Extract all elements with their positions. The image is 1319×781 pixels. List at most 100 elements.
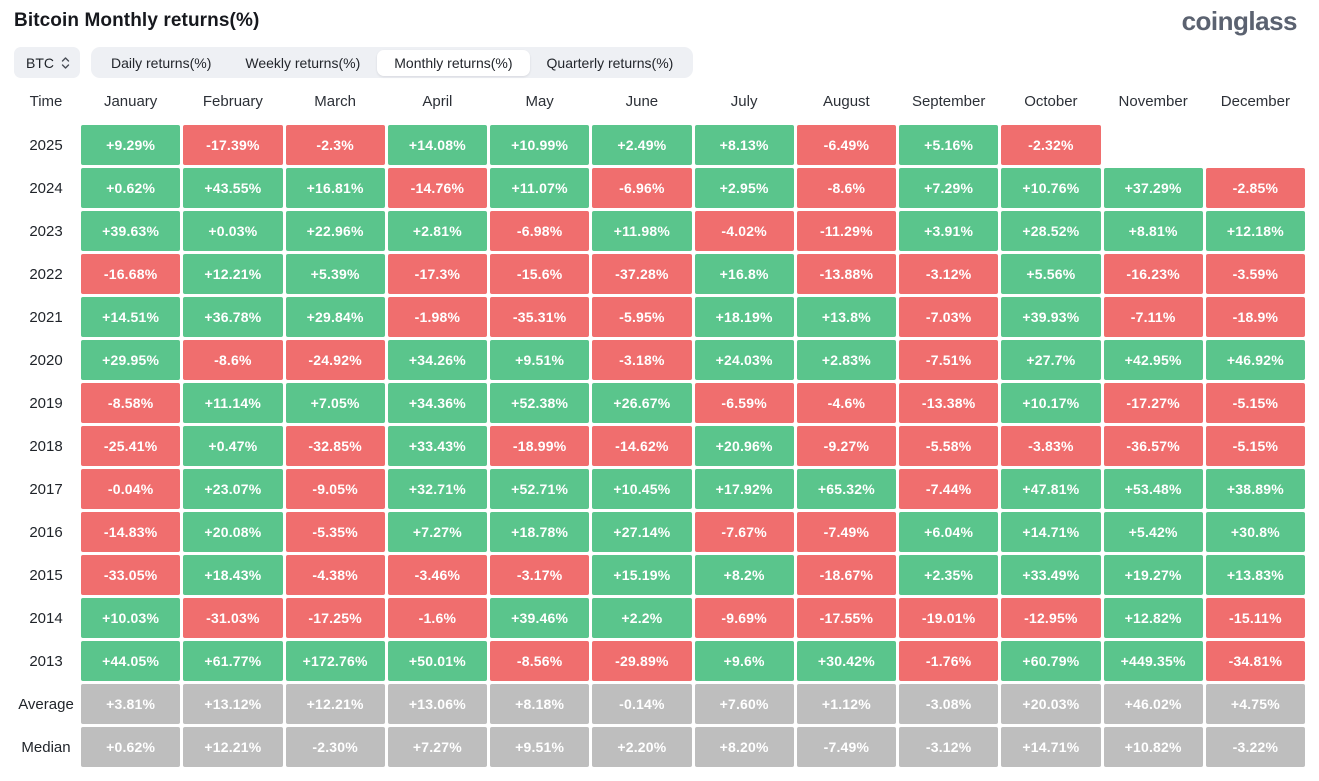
return-cell: +13.8% — [796, 297, 896, 337]
return-cell: +30.42% — [796, 641, 896, 681]
return-cell: +2.20% — [592, 727, 692, 767]
return-cell: +20.03% — [1001, 684, 1101, 724]
symbol-select[interactable]: BTC — [14, 47, 80, 78]
return-cell: -6.49% — [796, 125, 896, 165]
row-label-2013: 2013 — [29, 652, 63, 670]
return-cell: +29.95% — [81, 340, 181, 380]
return-cell: +38.89% — [1205, 469, 1305, 509]
return-cell: +10.17% — [1001, 383, 1101, 423]
return-cell: +16.8% — [694, 254, 794, 294]
return-cell: +27.7% — [1001, 340, 1101, 380]
return-cell: -13.88% — [796, 254, 896, 294]
return-cell: +22.96% — [285, 211, 385, 251]
return-cell: -11.29% — [796, 211, 896, 251]
return-cell: -6.98% — [490, 211, 590, 251]
return-cell: -5.35% — [285, 512, 385, 552]
return-cell: -16.68% — [81, 254, 181, 294]
return-cell: +61.77% — [183, 641, 283, 681]
return-cell: -12.95% — [1001, 598, 1101, 638]
return-cell: +24.03% — [694, 340, 794, 380]
return-cell: +2.83% — [796, 340, 896, 380]
return-cell: +18.19% — [694, 297, 794, 337]
row-label-median: Median — [21, 738, 71, 756]
return-cell: +7.60% — [694, 684, 794, 724]
return-cell: +52.71% — [490, 469, 590, 509]
return-cell: +7.27% — [387, 512, 487, 552]
return-cell: -1.76% — [899, 641, 999, 681]
column-header-time: Time — [29, 93, 63, 110]
page-title: Bitcoin Monthly returns(%) — [14, 10, 260, 31]
return-cell: +7.29% — [899, 168, 999, 208]
return-cell: +10.03% — [81, 598, 181, 638]
row-label-2015: 2015 — [29, 566, 63, 584]
return-cell: -24.92% — [285, 340, 385, 380]
returns-table: Time January February March April May June July… — [14, 81, 1305, 767]
return-cell: -7.49% — [796, 512, 896, 552]
tab-quarterly-returns[interactable]: Quarterly returns(%) — [530, 50, 691, 76]
returns-period-tabs: Daily returns(%) Weekly returns(%) Monthly… — [91, 47, 694, 78]
return-cell: +13.12% — [183, 684, 283, 724]
return-cell: +8.20% — [694, 727, 794, 767]
return-cell: +10.82% — [1103, 727, 1203, 767]
return-cell: +33.43% — [387, 426, 487, 466]
empty-cell — [1206, 125, 1305, 165]
return-cell: -2.32% — [1001, 125, 1101, 165]
return-cell: +14.08% — [387, 125, 487, 165]
return-cell: +2.2% — [592, 598, 692, 638]
return-cell: -15.11% — [1205, 598, 1305, 638]
return-cell: +20.96% — [694, 426, 794, 466]
return-cell: +6.04% — [899, 512, 999, 552]
return-cell: -8.6% — [183, 340, 283, 380]
return-cell: -6.96% — [592, 168, 692, 208]
return-cell: +20.08% — [183, 512, 283, 552]
return-cell: -3.12% — [899, 727, 999, 767]
return-cell: -5.15% — [1205, 426, 1305, 466]
return-cell: +2.35% — [899, 555, 999, 595]
column-header-august: August — [823, 93, 870, 110]
return-cell: -0.04% — [81, 469, 181, 509]
return-cell: +7.27% — [387, 727, 487, 767]
return-cell: -7.67% — [694, 512, 794, 552]
return-cell: +8.81% — [1103, 211, 1203, 251]
return-cell: -6.59% — [694, 383, 794, 423]
return-cell: +2.49% — [592, 125, 692, 165]
row-label-2019: 2019 — [29, 394, 63, 412]
return-cell: +10.76% — [1001, 168, 1101, 208]
return-cell: +50.01% — [387, 641, 487, 681]
return-cell: -17.27% — [1103, 383, 1203, 423]
row-label-2016: 2016 — [29, 523, 63, 541]
return-cell: +34.36% — [387, 383, 487, 423]
tab-weekly-returns[interactable]: Weekly returns(%) — [228, 50, 377, 76]
return-cell: +2.81% — [387, 211, 487, 251]
return-cell: +5.42% — [1103, 512, 1203, 552]
return-cell: +60.79% — [1001, 641, 1101, 681]
return-cell: +23.07% — [183, 469, 283, 509]
return-cell: +46.02% — [1103, 684, 1203, 724]
return-cell: +15.19% — [592, 555, 692, 595]
return-cell: +9.6% — [694, 641, 794, 681]
return-cell: -0.14% — [592, 684, 692, 724]
return-cell: +14.51% — [81, 297, 181, 337]
return-cell: -9.05% — [285, 469, 385, 509]
return-cell: +42.95% — [1103, 340, 1203, 380]
return-cell: +18.43% — [183, 555, 283, 595]
return-cell: -3.08% — [899, 684, 999, 724]
row-label-2024: 2024 — [29, 179, 63, 197]
return-cell: -14.76% — [387, 168, 487, 208]
return-cell: +43.55% — [183, 168, 283, 208]
coinglass-logo: coinglass — [1181, 6, 1298, 36]
return-cell: +39.46% — [490, 598, 590, 638]
return-cell: -3.17% — [490, 555, 590, 595]
tab-daily-returns[interactable]: Daily returns(%) — [94, 50, 228, 76]
return-cell: +12.21% — [183, 254, 283, 294]
return-cell: +16.81% — [285, 168, 385, 208]
tab-monthly-returns[interactable]: Monthly returns(%) — [377, 49, 530, 76]
row-label-2025: 2025 — [29, 136, 63, 154]
column-header-june: June — [625, 93, 659, 110]
return-cell: -7.49% — [796, 727, 896, 767]
return-cell: +19.27% — [1103, 555, 1203, 595]
column-header-may: May — [525, 93, 554, 110]
return-cell: -2.3% — [285, 125, 385, 165]
return-cell: +12.18% — [1205, 211, 1305, 251]
return-cell: +0.62% — [81, 168, 181, 208]
